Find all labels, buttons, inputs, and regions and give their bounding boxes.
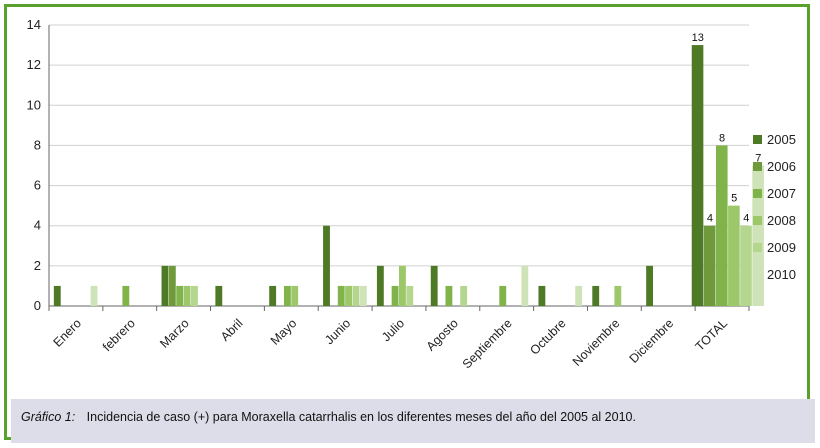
x-tick-label: Junio [322, 316, 353, 347]
data-label-total-2008: 5 [731, 193, 737, 205]
bar-2007-julio [391, 285, 399, 306]
bar-2007-agosto [445, 285, 453, 306]
legend-swatch-2010 [753, 270, 762, 279]
bar-2010-junio [359, 285, 367, 306]
legend-label-2007: 2007 [767, 186, 796, 201]
x-tick-label: Abril [218, 316, 246, 344]
bar-2009-agosto [460, 285, 468, 306]
bar-2005-total [691, 45, 704, 306]
legend-swatch-2006 [753, 162, 762, 171]
figure-caption: Gráfico 1: Incidencia de caso (+) para M… [11, 399, 815, 443]
legend-label-2009: 2009 [767, 240, 796, 255]
bar-2005-noviembre [592, 285, 600, 306]
bar-2005-enero [53, 285, 61, 306]
bar-2005-diciembre [646, 265, 654, 306]
x-tick-label: Noviembre [570, 316, 623, 369]
bar-2006-total [703, 225, 716, 306]
bar-2009-julio [406, 285, 414, 306]
legend-label-2006: 2006 [767, 159, 796, 174]
y-tick-label: 12 [27, 57, 41, 72]
bar-2006-marzo [168, 265, 176, 306]
bar-2008-total [728, 205, 740, 306]
bar-2010-total [752, 165, 764, 306]
bar-2007-mayo [283, 285, 291, 306]
legend-swatch-2008 [753, 216, 762, 225]
y-tick-label: 10 [27, 97, 41, 112]
legend-swatch-2009 [753, 243, 762, 252]
bar-2010-enero [90, 285, 98, 306]
bar-2009-total [740, 225, 752, 306]
bar-2005-junio [323, 225, 330, 306]
bar-2009-junio [352, 285, 360, 306]
data-label-total-2006: 4 [707, 213, 713, 225]
legend-swatch-2007 [753, 189, 762, 198]
bar-2007-febrero [122, 285, 130, 306]
x-tick-label: Julio [379, 316, 407, 344]
y-tick-label: 2 [34, 258, 41, 273]
bar-2008-marzo [183, 285, 191, 306]
x-tick-label: Enero [51, 316, 85, 350]
y-tick-label: 14 [27, 17, 41, 32]
x-tick-label: Diciembre [627, 316, 677, 366]
y-tick-label: 0 [34, 298, 41, 313]
bar-2005-mayo [269, 285, 277, 306]
bar-2007-junio [337, 285, 345, 306]
x-tick-label: Agosto [424, 316, 461, 353]
chart-frame: 0 2 4 6 8 10 12 14 Enero febrero Marzo Abril Mayo Jun… [4, 4, 815, 443]
x-tick-label: febrero [100, 316, 138, 354]
bar-2005-agosto [430, 265, 438, 306]
bar-2005-julio [376, 265, 384, 306]
bar-2008-noviembre [614, 285, 622, 306]
legend-label-2005: 2005 [767, 132, 796, 147]
bar-2007-septiembre [499, 285, 507, 306]
data-label-total-2010: 7 [755, 153, 761, 165]
x-tick-label: Septiembre [460, 316, 515, 371]
x-tick-label: TOTAL [693, 316, 731, 354]
bar-2007-total [715, 145, 728, 306]
caption-label: Gráfico 1: [21, 410, 76, 424]
x-tick-label: Marzo [157, 316, 191, 350]
bar-2005-abril [215, 285, 223, 306]
bar-2010-septiembre [521, 265, 529, 306]
y-tick-label: 4 [34, 218, 41, 233]
y-tick-label: 6 [34, 178, 41, 193]
data-label-total-2009: 4 [743, 213, 749, 225]
bar-2008-junio [345, 285, 353, 306]
bar-2008-mayo [291, 285, 299, 306]
bar-2010-octubre [575, 285, 583, 306]
bar-2009-marzo [190, 285, 198, 306]
legend-label-2010: 2010 [767, 267, 796, 282]
y-tick-label: 8 [34, 137, 41, 152]
bar-2005-marzo [161, 265, 169, 306]
bar-2008-julio [399, 265, 406, 306]
chart-svg: 0 2 4 6 8 10 12 14 Enero febrero Marzo Abril Mayo Jun… [27, 17, 796, 371]
legend-swatch-2005 [753, 135, 762, 144]
x-tick-label: Mayo [268, 316, 300, 348]
bar-2005-octubre [538, 285, 546, 306]
x-tick-label: Octubre [527, 316, 568, 357]
data-label-total-2007: 8 [719, 132, 725, 144]
data-label-total-2005: 13 [692, 32, 704, 44]
legend-label-2008: 2008 [767, 213, 796, 228]
bar-2007-marzo [176, 285, 184, 306]
caption-text: Incidencia de caso (+) para Moraxella ca… [86, 410, 636, 424]
